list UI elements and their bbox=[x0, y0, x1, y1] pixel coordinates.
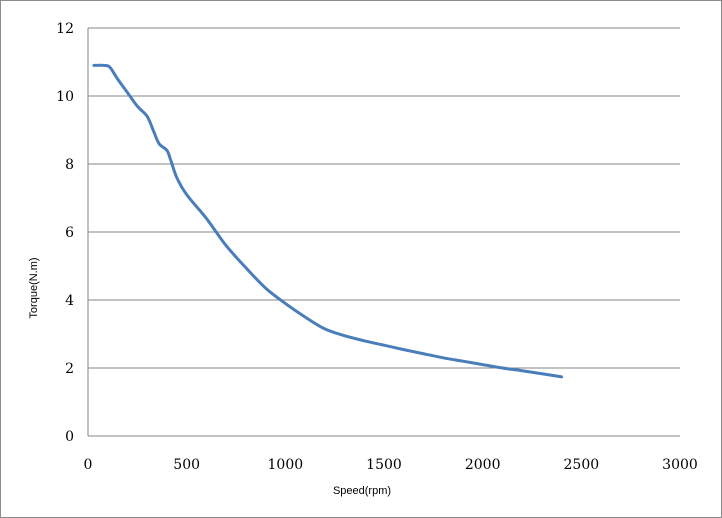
x-tick-labels: 0 500 1000 1500 2000 2500 3000 bbox=[84, 457, 698, 473]
x-tick-label: 2500 bbox=[564, 457, 600, 473]
x-tick-label: 500 bbox=[173, 457, 200, 473]
x-tick-label: 0 bbox=[84, 457, 93, 473]
y-tick-label: 12 bbox=[56, 21, 74, 37]
y-tick-label: 8 bbox=[65, 157, 74, 173]
x-tick-label: 1000 bbox=[268, 457, 304, 473]
y-tick-label: 4 bbox=[65, 293, 74, 309]
series-line bbox=[92, 63, 564, 379]
gridlines bbox=[88, 27, 680, 369]
y-tick-labels: 0 2 4 6 8 10 12 bbox=[56, 21, 74, 445]
x-tick-label: 3000 bbox=[662, 457, 698, 473]
x-tick-label: 1500 bbox=[366, 457, 402, 473]
series-group bbox=[92, 63, 564, 379]
y-axis-title: Torque(N.m) bbox=[28, 257, 40, 318]
x-axis-title: Speed(rpm) bbox=[333, 485, 391, 497]
y-tick-label: 0 bbox=[65, 429, 74, 445]
x-tick-label: 2000 bbox=[465, 457, 501, 473]
y-tick-label: 2 bbox=[65, 361, 74, 377]
y-tick-label: 6 bbox=[65, 225, 74, 241]
y-tick-label: 10 bbox=[56, 89, 74, 105]
